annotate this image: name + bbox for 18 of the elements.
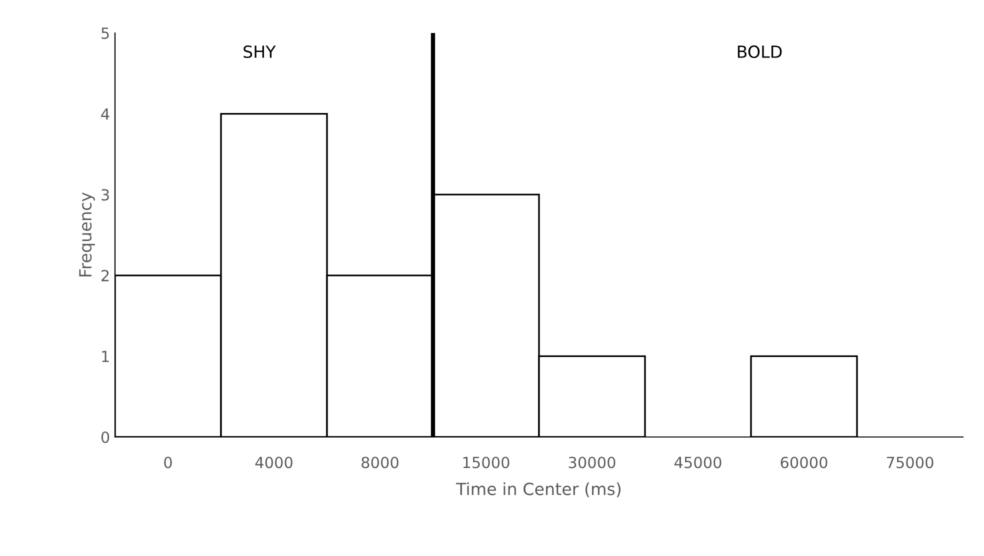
y-tick-label: 5 <box>102 28 109 40</box>
y-tick-label: 4 <box>101 108 110 120</box>
x-tick-label: 0 <box>164 456 172 468</box>
x-tick-label: 60000 <box>780 456 828 468</box>
y-tick-label: 1 <box>102 350 109 362</box>
annotation: BOLD <box>738 45 782 58</box>
y-axis-title: Frequency <box>79 192 95 276</box>
x-tick-label: 8000 <box>362 456 398 468</box>
x-tick-label: 4000 <box>255 456 292 468</box>
y-tick-label: 0 <box>101 431 110 444</box>
x-tick-label: 30000 <box>568 456 616 468</box>
x-axis-title: Time in Center (ms) <box>456 482 621 498</box>
annotation: SHY <box>244 45 276 58</box>
x-tick-label: 75000 <box>886 456 934 468</box>
y-tick-label: 2 <box>102 270 109 282</box>
y-tick-label: 3 <box>102 189 109 201</box>
x-tick-label: 45000 <box>674 456 722 468</box>
x-tick-label: 15000 <box>463 456 510 468</box>
